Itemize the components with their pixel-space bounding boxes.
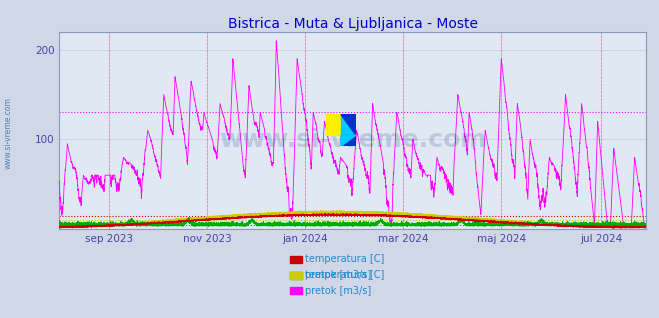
- Text: www.si-vreme.com: www.si-vreme.com: [219, 128, 486, 152]
- Title: Bistrica - Muta & Ljubljanica - Moste: Bistrica - Muta & Ljubljanica - Moste: [227, 17, 478, 31]
- Polygon shape: [341, 114, 356, 135]
- Text: pretok [m3/s]: pretok [m3/s]: [305, 270, 372, 280]
- Polygon shape: [341, 135, 356, 146]
- Text: pretok [m3/s]: pretok [m3/s]: [305, 286, 372, 296]
- Bar: [326, 114, 341, 135]
- Text: temperatura [C]: temperatura [C]: [305, 270, 384, 280]
- Text: www.si-vreme.com: www.si-vreme.com: [3, 98, 13, 169]
- Polygon shape: [341, 114, 356, 135]
- Polygon shape: [341, 135, 356, 146]
- Text: temperatura [C]: temperatura [C]: [305, 254, 384, 264]
